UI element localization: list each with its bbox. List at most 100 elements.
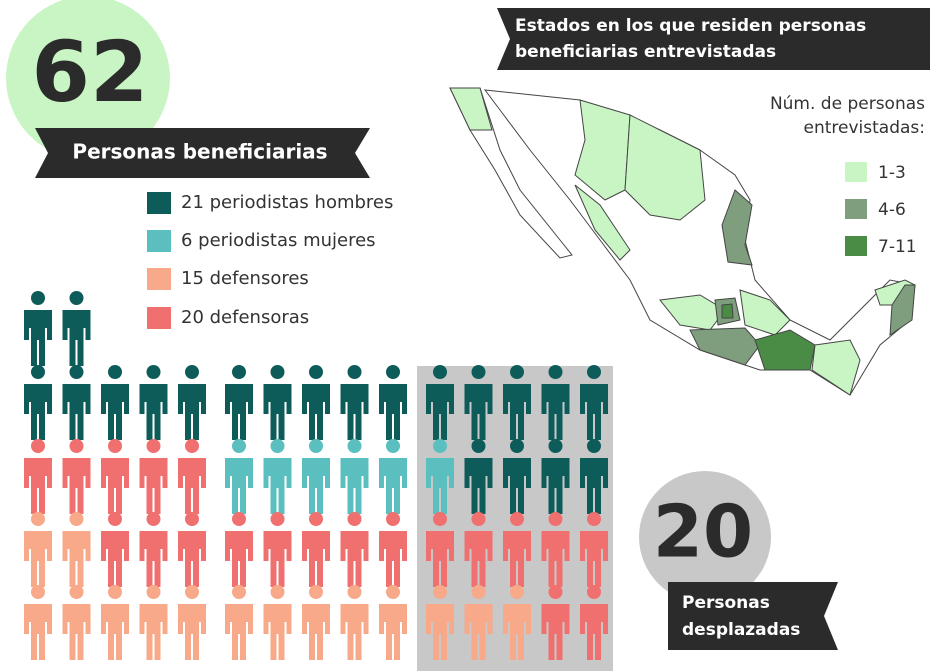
swatch [147,230,171,252]
map-legend-title: Núm. de personas [770,94,925,114]
person-icon [139,585,168,660]
state [624,114,706,221]
map-legend-title: entrevistadas: [804,118,926,138]
displaced-circle [639,471,771,603]
person-icon [24,365,52,440]
person-icon [225,439,253,514]
person-icon [379,439,407,514]
person-icon [340,365,369,440]
person-icon [62,512,91,587]
person-icon [580,585,608,660]
person-icon [503,585,531,660]
person-icon [379,512,407,587]
person-icon [178,585,206,660]
map [449,87,916,396]
person-icon [426,585,454,660]
person-icon [580,512,608,587]
map-legend-item: 4-6 [878,200,906,220]
displaced-label: Personas [682,593,770,613]
person-icon [62,585,91,660]
state [721,189,753,266]
person-icon [178,365,206,440]
person-icon [139,365,168,440]
person-icon [101,439,129,514]
person-icon [101,585,129,660]
legend-item: 15 defensores [181,268,309,289]
person-icon [464,365,493,440]
swatch [147,268,171,290]
map-legend-item: 7-11 [878,237,917,257]
displaced-banner [668,582,838,650]
person-icon [24,512,52,587]
person-icon [62,291,91,366]
person-icon [139,439,168,514]
person-icon [426,512,454,587]
person-icon [503,439,531,514]
state [739,289,791,336]
person-icon [340,585,369,660]
person-icon [379,585,407,660]
person-icon [263,365,292,440]
state [889,284,916,336]
person-icon [101,365,129,440]
swatch [147,192,171,214]
person-icon [340,512,369,587]
person-icon [464,512,493,587]
total-label: Personas beneficiarias [72,140,327,164]
person-icon [263,585,292,660]
displaced-number: 20 [653,490,753,574]
state [811,339,861,396]
map-swatch [845,162,867,182]
state [449,87,493,131]
map-legend-item: 1-3 [878,163,906,183]
displaced-label: desplazadas [682,620,800,640]
map-banner [497,8,930,70]
banner [35,128,370,178]
person-icon [24,439,52,514]
person-icon [302,365,330,440]
state [574,184,631,261]
person-icon [263,439,292,514]
person-icon [302,439,330,514]
total-number: 62 [32,23,149,121]
person-icon [580,439,608,514]
person-icon [24,585,52,660]
person-icon [62,365,91,440]
person-icon [379,365,407,440]
person-icon [541,585,570,660]
person-icon [263,512,292,587]
person-icon [541,512,570,587]
person-icon [464,585,493,660]
person-icon [24,291,52,366]
person-icon [139,512,168,587]
person-icon [178,512,206,587]
state [754,329,816,371]
person-icon [302,512,330,587]
map-title: beneficiarias entrevistadas [515,42,776,62]
person-icon [101,512,129,587]
person-icon [225,512,253,587]
state [689,327,761,366]
person-icon [426,365,454,440]
person-icon [62,439,91,514]
person-icon [541,365,570,440]
person-icon [464,439,493,514]
legend: 21 periodistas hombres 6 periodistas muj… [147,192,393,329]
state [721,303,734,319]
person-icon [541,439,570,514]
map-swatch [845,199,867,219]
person-icon [225,585,253,660]
number-circle [6,0,170,160]
person-icon [503,365,531,440]
person-icon [580,365,608,440]
person-icon [225,365,253,440]
person-icon [340,439,369,514]
person-icon [503,512,531,587]
person-icon [178,439,206,514]
legend-item: 20 defensoras [181,307,309,328]
legend-item: 6 periodistas mujeres [181,230,376,251]
pictograph [24,291,608,660]
legend-item: 21 periodistas hombres [181,192,393,213]
person-icon [426,439,454,514]
